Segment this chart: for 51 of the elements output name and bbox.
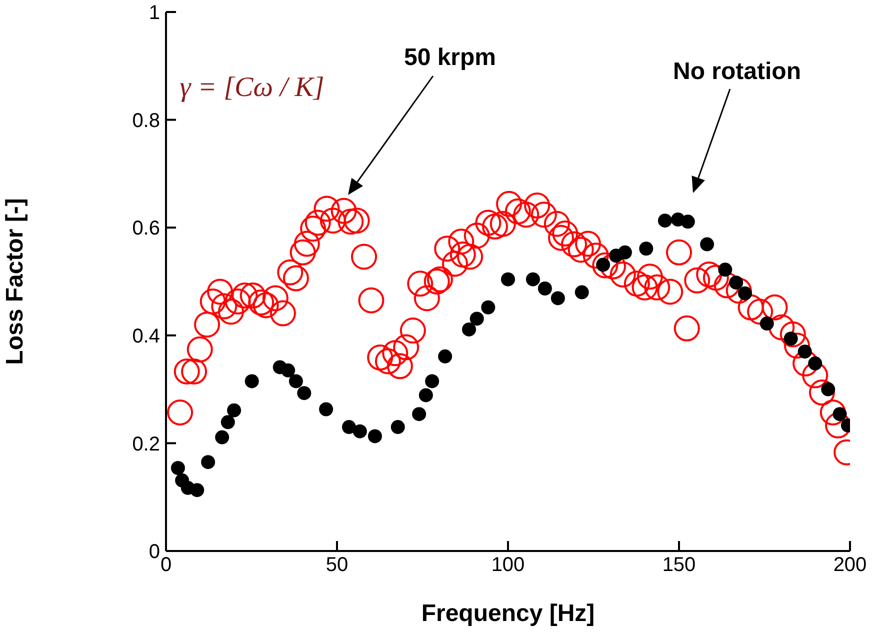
point xyxy=(297,386,312,400)
point xyxy=(501,272,515,286)
point xyxy=(538,282,552,296)
x-tick-label: 100 xyxy=(491,554,525,576)
point xyxy=(808,356,822,370)
point xyxy=(227,403,242,418)
point xyxy=(319,402,334,416)
point xyxy=(798,344,812,359)
point xyxy=(680,214,695,229)
point xyxy=(462,322,476,336)
point xyxy=(288,374,303,388)
point xyxy=(658,214,672,228)
point xyxy=(729,276,744,290)
point xyxy=(390,420,405,434)
point xyxy=(718,262,732,277)
point xyxy=(368,429,382,444)
point xyxy=(550,291,565,306)
point xyxy=(425,374,440,388)
point xyxy=(190,483,204,498)
x-tick-label: 200 xyxy=(833,554,867,576)
point xyxy=(700,237,714,252)
point xyxy=(281,363,296,378)
point xyxy=(342,420,356,434)
point xyxy=(639,242,654,256)
x-tick-label: 150 xyxy=(662,554,696,576)
y-tick-label: 1 xyxy=(148,2,160,24)
y-tick-label: 0.6 xyxy=(132,218,160,240)
point xyxy=(618,245,632,260)
y-tick-label: 0.8 xyxy=(132,110,160,132)
y-axis-title: Loss Factor [-] xyxy=(2,198,29,365)
annotation: No rotation xyxy=(673,58,801,86)
point xyxy=(412,407,426,422)
point xyxy=(418,388,433,402)
annotation: γ = [Cω / K] xyxy=(180,72,324,104)
point xyxy=(438,349,452,364)
point xyxy=(201,455,216,470)
x-axis-title: Frequency [Hz] xyxy=(421,600,595,627)
point xyxy=(760,316,774,331)
x-tick-label: 50 xyxy=(326,554,348,576)
point xyxy=(352,424,367,438)
y-tick-label: 0.4 xyxy=(132,326,160,348)
point xyxy=(526,272,540,286)
point xyxy=(170,460,185,475)
y-tick-label: 0.2 xyxy=(132,433,160,456)
point xyxy=(220,415,235,430)
point xyxy=(481,300,496,314)
annotation: 50 krpm xyxy=(404,44,496,72)
point xyxy=(470,312,484,326)
point xyxy=(574,285,589,300)
point xyxy=(215,430,230,444)
point xyxy=(244,374,259,388)
